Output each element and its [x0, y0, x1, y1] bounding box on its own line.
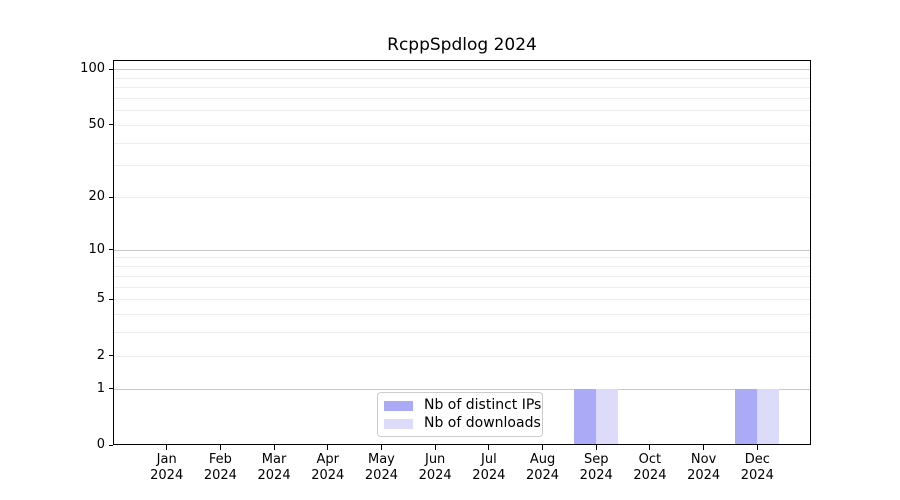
x-tick-label-line: Sep	[583, 452, 609, 467]
x-tick-label-may: May 2024	[346, 452, 416, 484]
x-tick-label-line: 2024	[525, 468, 560, 483]
gridline-minor-y-6	[113, 286, 811, 288]
x-tick-mar	[273, 445, 275, 450]
x-tick-label-line: 2024	[150, 468, 184, 483]
x-tick-label-line: 2024	[472, 468, 506, 483]
x-tick-apr	[327, 445, 329, 450]
y-tick-1	[108, 388, 113, 390]
gridline-minor-y-8	[113, 266, 811, 268]
gridline-minor-y-7	[113, 275, 811, 277]
x-tick-jan	[166, 445, 168, 450]
x-tick-label-line: Oct	[638, 452, 662, 467]
bar-downloads-sep	[596, 388, 619, 445]
x-tick-label-line: 2024	[203, 468, 237, 483]
y-tick-label-1: 1	[96, 380, 105, 396]
x-tick-label-line: 2024	[633, 468, 667, 483]
x-tick-label-line: 2024	[364, 468, 398, 483]
x-tick-label-apr: Apr 2024	[293, 452, 363, 484]
x-tick-label-line: 2024	[257, 468, 291, 483]
y-tick-2	[108, 355, 113, 357]
y-tick-label-0: 0	[96, 437, 105, 452]
gridline-minor-y-5	[113, 299, 811, 301]
x-tick-label-oct: Oct 2024	[615, 452, 685, 484]
gridline-major-y-10	[113, 249, 811, 251]
x-tick-label-sep: Sep 2024	[561, 452, 631, 484]
x-tick-label-line: May	[368, 452, 395, 467]
gridline-major-y-100	[113, 69, 811, 71]
legend-swatch-distinct-ips-icon	[384, 400, 413, 411]
x-tick-jul	[488, 445, 490, 450]
x-tick-label-line: 2024	[740, 468, 774, 483]
y-tick-0	[108, 444, 113, 446]
gridline-minor-y-50	[113, 124, 811, 126]
x-tick-label-line: Aug	[529, 452, 556, 467]
x-tick-oct	[649, 445, 651, 450]
x-tick-aug	[542, 445, 544, 450]
plot-frame	[113, 60, 811, 445]
x-tick-label-line: 2024	[311, 468, 345, 483]
x-tick-dec	[756, 445, 758, 450]
x-tick-label-jul: Jul 2024	[454, 452, 524, 484]
gridline-minor-y-70	[113, 97, 811, 99]
x-tick-label-aug: Aug 2024	[508, 452, 578, 484]
gridline-minor-y-4	[113, 313, 811, 315]
y-tick-label-50: 50	[88, 116, 105, 132]
x-tick-label-line: Dec	[744, 452, 770, 467]
y-tick-label-20: 20	[88, 189, 105, 205]
y-tick-label-5: 5	[96, 291, 105, 307]
x-tick-may	[380, 445, 382, 450]
x-tick-label-line: 2024	[579, 468, 613, 483]
legend-label-distinct-ips: Nb of distinct IPs	[424, 397, 542, 413]
gridline-minor-y-9	[113, 257, 811, 259]
x-tick-label-line: Jun	[424, 452, 446, 467]
x-tick-label-jun: Jun 2024	[400, 452, 470, 484]
legend-label-downloads: Nb of downloads	[424, 415, 541, 431]
x-tick-label-line: Feb	[208, 452, 232, 467]
y-tick-label-10: 10	[88, 241, 105, 257]
x-tick-label-nov: Nov 2024	[669, 452, 739, 484]
x-tick-label-line: 2024	[418, 468, 452, 483]
legend-item-downloads: Nb of downloads	[384, 415, 541, 432]
x-tick-feb	[219, 445, 221, 450]
gridline-minor-y-80	[113, 87, 811, 89]
legend: Nb of distinct IPs Nb of downloads	[377, 392, 543, 437]
x-tick-label-line: Apr	[316, 452, 340, 467]
y-tick-50	[108, 124, 113, 126]
x-tick-jun	[434, 445, 436, 450]
x-tick-label-dec: Dec 2024	[722, 452, 792, 484]
x-tick-label-line: 2024	[687, 468, 721, 483]
x-tick-label-line: Mar	[261, 452, 287, 467]
chart-title: RcppSpdlog 2024	[387, 35, 537, 55]
x-tick-label-jan: Jan 2024	[132, 452, 202, 484]
x-tick-label-line: Nov	[690, 452, 717, 467]
y-tick-5	[108, 298, 113, 300]
y-tick-20	[108, 196, 113, 198]
gridline-minor-y-20	[113, 197, 811, 199]
x-tick-label-line: Jul	[481, 452, 497, 467]
x-tick-label-mar: Mar 2024	[239, 452, 309, 484]
legend-swatch-downloads-icon	[384, 418, 413, 429]
x-tick-nov	[703, 445, 705, 450]
bar-distinct-ips-dec	[735, 388, 758, 445]
gridline-minor-y-40	[113, 142, 811, 144]
gridline-major-y-1	[113, 388, 811, 390]
gridline-minor-y-30	[113, 165, 811, 167]
x-tick-sep	[595, 445, 597, 450]
x-tick-label-line: Jan	[156, 452, 177, 467]
y-tick-10	[108, 249, 113, 251]
gridline-minor-y-60	[113, 110, 811, 112]
bar-downloads-dec	[757, 388, 780, 445]
bar-distinct-ips-sep	[574, 388, 597, 445]
gridline-minor-y-90	[113, 77, 811, 79]
legend-item-distinct-ips: Nb of distinct IPs	[384, 397, 541, 414]
y-tick-100	[108, 68, 113, 70]
gridline-minor-y-2	[113, 355, 811, 357]
y-tick-label-2: 2	[96, 347, 105, 363]
gridline-minor-y-3	[113, 332, 811, 334]
x-tick-label-feb: Feb 2024	[185, 452, 255, 484]
y-tick-label-100: 100	[80, 61, 105, 77]
